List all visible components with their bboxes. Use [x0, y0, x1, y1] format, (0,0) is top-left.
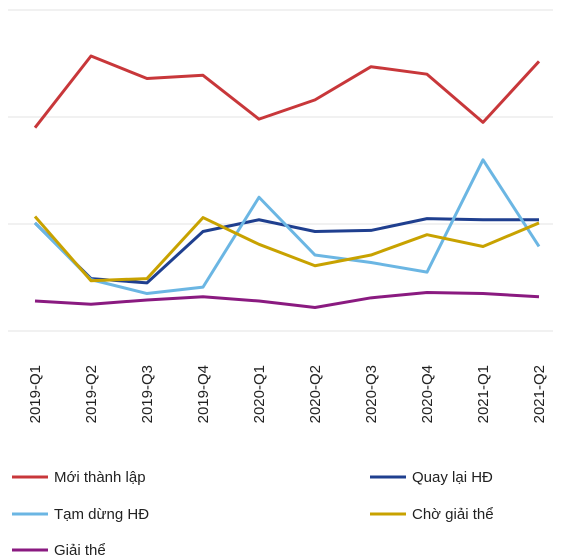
legend-label: Giải thể [54, 542, 106, 559]
x-tick-label: 2020-Q1 [251, 365, 268, 423]
x-tick-label: 2019-Q1 [27, 365, 44, 423]
x-tick-label: 2021-Q1 [475, 365, 492, 423]
series-line [33, 54, 541, 129]
series-line [33, 215, 540, 283]
x-tick-label: 2020-Q3 [363, 365, 380, 423]
legend-label: Quay lại HĐ [412, 469, 493, 486]
series-line [34, 290, 540, 309]
x-tick-label: 2019-Q3 [139, 365, 156, 423]
x-tick-label: 2019-Q2 [83, 365, 100, 423]
x-tick-label: 2020-Q4 [419, 365, 436, 423]
legend-label: Mới thành lập [54, 469, 146, 486]
x-tick-label: 2019-Q4 [195, 365, 212, 423]
legend-label: Chờ giải thể [412, 506, 494, 523]
legend-label: Tạm dừng HĐ [54, 506, 149, 523]
series-line [33, 158, 541, 296]
x-tick-label: 2020-Q2 [307, 365, 324, 423]
x-tick-label: 2021-Q2 [531, 365, 548, 423]
